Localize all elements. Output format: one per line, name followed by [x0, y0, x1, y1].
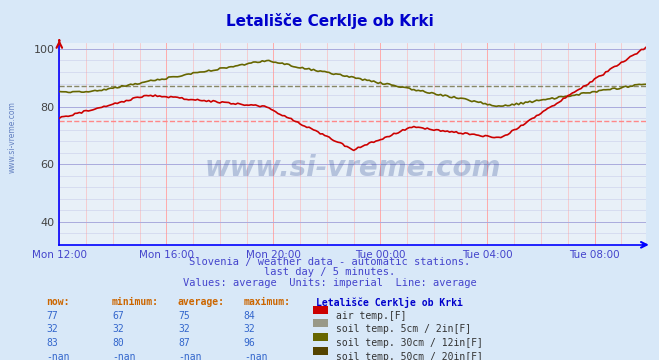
- Text: 75: 75: [178, 311, 190, 321]
- Bar: [313, 333, 328, 341]
- Text: minimum:: minimum:: [112, 297, 159, 307]
- Text: Letališče Cerklje ob Krki: Letališče Cerklje ob Krki: [225, 13, 434, 28]
- Text: www.si-vreme.com: www.si-vreme.com: [8, 101, 17, 173]
- Text: 32: 32: [178, 324, 190, 334]
- Text: -nan: -nan: [244, 352, 268, 360]
- Text: 32: 32: [46, 324, 58, 334]
- Bar: [313, 347, 328, 355]
- Text: 32: 32: [112, 324, 124, 334]
- Text: Letališče Cerklje ob Krki: Letališče Cerklje ob Krki: [316, 297, 463, 308]
- Text: -nan: -nan: [46, 352, 70, 360]
- Text: soil temp. 5cm / 2in[F]: soil temp. 5cm / 2in[F]: [336, 324, 471, 334]
- Text: maximum:: maximum:: [244, 297, 291, 307]
- Text: 32: 32: [244, 324, 256, 334]
- Text: soil temp. 50cm / 20in[F]: soil temp. 50cm / 20in[F]: [336, 352, 483, 360]
- Bar: [313, 306, 328, 314]
- Text: -nan: -nan: [178, 352, 202, 360]
- Text: soil temp. 30cm / 12in[F]: soil temp. 30cm / 12in[F]: [336, 338, 483, 348]
- Text: air temp.[F]: air temp.[F]: [336, 311, 407, 321]
- Text: www.si-vreme.com: www.si-vreme.com: [204, 154, 501, 182]
- Text: 67: 67: [112, 311, 124, 321]
- Text: Slovenia / weather data - automatic stations.: Slovenia / weather data - automatic stat…: [189, 257, 470, 267]
- Text: 83: 83: [46, 338, 58, 348]
- Text: -nan: -nan: [112, 352, 136, 360]
- Text: 77: 77: [46, 311, 58, 321]
- Text: now:: now:: [46, 297, 70, 307]
- Text: Values: average  Units: imperial  Line: average: Values: average Units: imperial Line: av…: [183, 278, 476, 288]
- Text: last day / 5 minutes.: last day / 5 minutes.: [264, 267, 395, 277]
- Text: 96: 96: [244, 338, 256, 348]
- Text: 87: 87: [178, 338, 190, 348]
- Text: 84: 84: [244, 311, 256, 321]
- Bar: [313, 319, 328, 327]
- Text: 80: 80: [112, 338, 124, 348]
- Text: average:: average:: [178, 297, 225, 307]
